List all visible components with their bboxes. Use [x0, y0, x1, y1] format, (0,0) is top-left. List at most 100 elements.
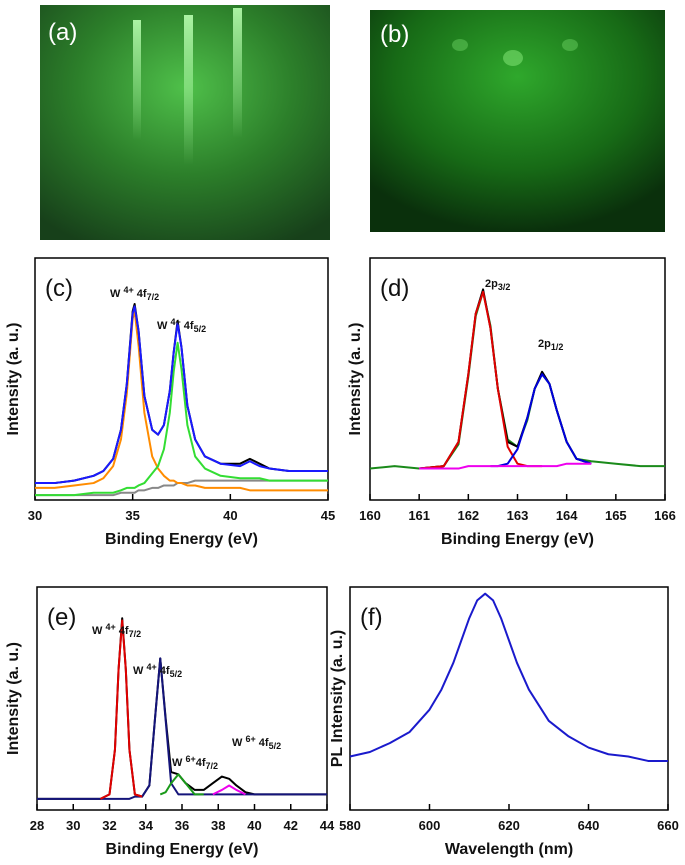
annotation-part: 4f — [134, 288, 147, 300]
x-tick-label: 38 — [211, 818, 225, 833]
x-tick-label: 35 — [125, 508, 139, 523]
series-line — [419, 462, 592, 470]
peak-annotation: W 4+ 4f5/2 — [157, 317, 206, 333]
x-tick-label: 44 — [320, 818, 335, 833]
streak — [133, 20, 141, 140]
x-tick-label: 162 — [457, 508, 479, 523]
annotation-part: 7/2 — [129, 629, 142, 639]
annotation-part: 3/2 — [498, 282, 511, 292]
series-line — [99, 619, 143, 800]
x-tick-label: 164 — [556, 508, 578, 523]
peak-annotation: 2p1/2 — [538, 338, 563, 352]
annotation-part: 5/2 — [170, 669, 183, 679]
rheed-image — [370, 10, 665, 232]
annotation-part: 2p — [485, 278, 498, 290]
series-line — [35, 479, 328, 497]
series-line — [419, 290, 543, 470]
x-axis-label: Binding Energy (eV) — [105, 531, 258, 548]
spot — [503, 50, 523, 66]
x-tick-label: 28 — [30, 818, 44, 833]
x-tick-label: 45 — [321, 508, 335, 523]
annotation-part: 7/2 — [206, 761, 219, 771]
annotation-part: 7/2 — [147, 292, 160, 302]
x-tick-label: 163 — [507, 508, 529, 523]
x-axis-label: Binding Energy (eV) — [106, 841, 259, 858]
y-axis-label: PL Intensity (a. u.) — [329, 630, 346, 768]
chart-panel: 30 35 40 45 Binding Energy (eV) Intensity (a.… — [5, 257, 335, 548]
annotation-part: 6+ — [185, 754, 195, 764]
series-line — [35, 305, 328, 485]
annotation-part: 4+ — [146, 662, 156, 672]
peak-annotation: W 6+ 4f5/2 — [232, 734, 281, 750]
annotation-part: 4f — [157, 665, 170, 677]
annotation-part: 4f — [181, 320, 194, 332]
panel-label: (a) — [48, 19, 77, 46]
series-line — [349, 592, 668, 762]
streak — [233, 8, 242, 138]
spot — [562, 39, 578, 51]
x-tick-label: 640 — [578, 818, 600, 833]
peak-annotation: W 4+ 4f7/2 — [92, 622, 141, 638]
annotation-part: 6+ — [245, 734, 255, 744]
series-line — [212, 784, 246, 796]
x-tick-label: 166 — [654, 508, 676, 523]
annotation-part: W — [172, 757, 185, 769]
x-tick-label: 30 — [28, 508, 42, 523]
image-a: (a) — [40, 5, 330, 240]
peak-annotation: W 4+ 4f5/2 — [133, 662, 182, 678]
x-tick-label: 580 — [339, 818, 361, 833]
x-axis-label: Wavelength (nm) — [445, 841, 573, 858]
chart-panel: 160 161 162 163 164 165 166 Binding Energy (eV)… — [347, 257, 676, 548]
annotation-part: 5/2 — [269, 741, 282, 751]
spot — [452, 39, 468, 51]
x-tick-label: 30 — [66, 818, 80, 833]
peak-annotation: W 4+ 4f7/2 — [110, 285, 159, 301]
panel-label: (e) — [47, 604, 76, 631]
series-line — [35, 341, 328, 497]
series-line — [369, 290, 665, 470]
annotation-part: W — [92, 625, 105, 637]
annotation-part: 2p — [538, 338, 551, 350]
x-tick-label: 165 — [605, 508, 627, 523]
y-axis-label: Intensity (a. u.) — [347, 323, 364, 436]
x-tick-label: 40 — [247, 818, 261, 833]
plot-frame — [349, 586, 669, 811]
series-line — [159, 773, 204, 796]
annotation-part: W — [157, 320, 170, 332]
plot-frame — [34, 257, 329, 501]
annotation-part: 4f — [196, 757, 206, 769]
panel-label: (c) — [45, 275, 73, 302]
annotation-part: 5/2 — [194, 324, 207, 334]
plot-frame — [36, 586, 328, 811]
x-tick-label: 32 — [102, 818, 116, 833]
annotation-part: 4+ — [105, 622, 115, 632]
annotation-part: 4+ — [170, 317, 180, 327]
annotation-part: W — [133, 665, 146, 677]
x-tick-label: 600 — [419, 818, 441, 833]
chart-panel: 580 600 620 640 660 Wavelength (nm) PL Intensi… — [329, 586, 679, 858]
chart-panel: 28 30 32 34 36 38 40 42 44 Binding Energy (eV) Int… — [5, 586, 335, 858]
y-axis-label: Intensity (a. u.) — [5, 323, 22, 436]
annotation-part: W — [232, 737, 245, 749]
x-tick-label: 620 — [498, 818, 520, 833]
annotation-part: 4f — [256, 737, 269, 749]
annotation-part: 4f — [116, 625, 129, 637]
streak — [184, 15, 193, 165]
panel-label: (f) — [360, 604, 383, 631]
panel-label: (b) — [380, 21, 409, 48]
x-tick-label: 36 — [175, 818, 189, 833]
x-tick-label: 660 — [657, 818, 679, 833]
panel-label: (d) — [380, 275, 409, 302]
annotation-part: W — [110, 288, 123, 300]
x-tick-label: 34 — [139, 818, 154, 833]
y-axis-label: Intensity (a. u.) — [5, 642, 22, 755]
annotation-part: 1/2 — [551, 342, 564, 352]
peak-annotation: W 6+4f7/2 — [172, 754, 218, 770]
x-axis-label: Binding Energy (eV) — [441, 531, 594, 548]
peak-annotation: 2p3/2 — [485, 278, 510, 292]
x-tick-label: 40 — [223, 508, 237, 523]
series-line — [490, 373, 592, 468]
x-tick-label: 161 — [408, 508, 430, 523]
